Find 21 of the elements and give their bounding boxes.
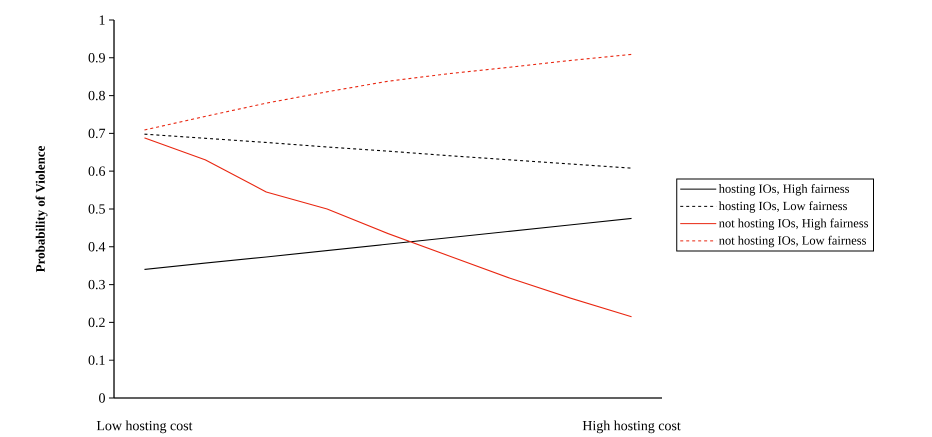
x-tick-label: Low hosting cost [96, 420, 192, 434]
line-series [144, 137, 632, 318]
y-tick-label: 0.6 [88, 166, 106, 176]
y-tick-label: 0.8 [88, 90, 105, 100]
y-tick-label: 0.1 [88, 355, 105, 365]
legend-label: hosting IOs, Low fairness [718, 201, 847, 213]
y-tick-label: 0 [99, 393, 105, 403]
y-tick-label: 1 [100, 15, 105, 25]
y-tick-label: 0.2 [88, 318, 105, 328]
y-tick-label: 0.4 [88, 242, 106, 252]
legend-label: not hosting IOs, Low fairness [719, 236, 866, 248]
legend-label: not hosting IOs, High fairness [719, 218, 868, 230]
y-axis-title: Probability of Violence [36, 146, 48, 272]
y-tick-label: 0.9 [88, 53, 105, 63]
y-tick-label: 0.7 [88, 128, 106, 138]
y-tick-label: 0.3 [88, 280, 105, 290]
line-series [144, 134, 632, 169]
x-tick-label: High hosting cost [582, 420, 681, 434]
legend-label: hosting IOs, High fairness [718, 184, 850, 196]
line-series [144, 54, 632, 131]
y-tick-label: 0.5 [88, 204, 105, 214]
